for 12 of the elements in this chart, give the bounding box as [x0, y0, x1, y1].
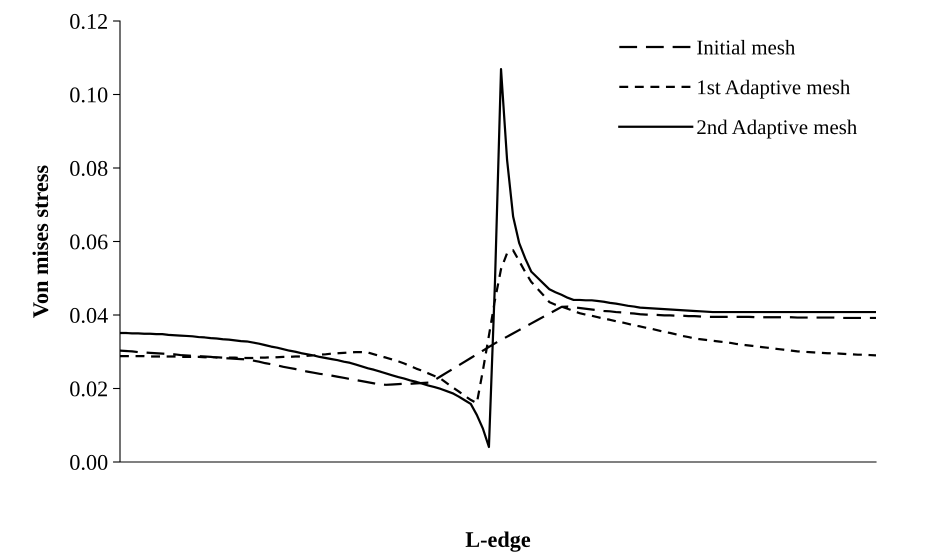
- y-tick-label: 0.08: [70, 160, 108, 176]
- y-tick-label: 0.06: [70, 234, 108, 250]
- y-tick-label: 0.12: [70, 14, 107, 30]
- x-axis-title: L-edge: [466, 531, 530, 552]
- y-tick-label: 0.10: [70, 87, 108, 103]
- y-tick-label: 0.04: [70, 308, 108, 324]
- y-axis-title: Von mises stress: [32, 165, 48, 318]
- legend-label: 2nd Adaptive mesh: [697, 120, 857, 138]
- legend-label: Initial mesh: [697, 40, 796, 55]
- legend-label: 1st Adaptive mesh: [698, 80, 850, 99]
- y-tick-label: 0.00: [70, 454, 108, 470]
- y-tick-label: 0.02: [70, 381, 107, 397]
